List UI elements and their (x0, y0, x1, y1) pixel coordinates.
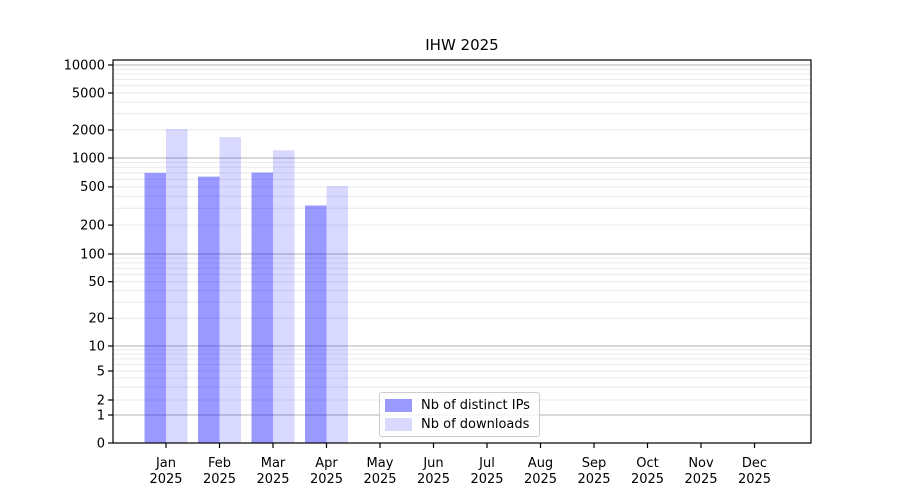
bar-nb-of-distinct-ips-mar (251, 172, 273, 443)
x-tick-label-month: May (367, 456, 394, 471)
bar-nb-of-downloads-apr (326, 186, 348, 444)
x-tick-label-year: 2025 (524, 472, 557, 487)
legend-item: Nb of downloads (385, 416, 530, 432)
x-tick-label-month: Dec (742, 456, 767, 471)
x-tick-label-month: Nov (688, 456, 714, 471)
y-tick-label: 500 (80, 180, 105, 195)
y-tick-label: 20 (88, 312, 105, 327)
x-tick-label-month: Jun (422, 456, 443, 471)
x-tick-label-year: 2025 (203, 472, 236, 487)
y-tick-label: 5000 (72, 86, 105, 101)
y-tick-label: 0 (97, 436, 105, 451)
x-tick-label-month: Oct (636, 456, 658, 471)
x-tick-label-month: Jan (155, 456, 176, 471)
bar-nb-of-downloads-mar (273, 150, 295, 443)
bar-nb-of-distinct-ips-jan (144, 172, 166, 443)
y-tick-label: 2000 (72, 123, 105, 138)
y-tick-label: 2 (97, 393, 105, 408)
x-tick-label-year: 2025 (631, 472, 664, 487)
y-tick-label: 100 (80, 247, 105, 262)
bar-nb-of-downloads-feb (219, 137, 241, 443)
y-tick-label: 10000 (64, 58, 105, 73)
legend: Nb of distinct IPs Nb of downloads (379, 392, 540, 437)
plot-border (112, 59, 812, 444)
legend-label: Nb of downloads (421, 416, 530, 432)
x-tick-label-month: Sep (582, 456, 607, 471)
y-tick-label: 50 (88, 275, 105, 290)
x-tick-label-year: 2025 (417, 472, 450, 487)
x-tick-label-month: Apr (315, 456, 338, 471)
y-tick-label: 200 (80, 218, 105, 233)
legend-swatch-nb-of-downloads (385, 417, 412, 431)
y-tick-label: 10 (88, 339, 105, 354)
y-tick-label: 1000 (72, 151, 105, 166)
x-tick-label-year: 2025 (684, 472, 717, 487)
bar-nb-of-distinct-ips-apr (305, 205, 327, 443)
legend-swatch-nb-of-distinct-ips (385, 398, 412, 412)
bar-nb-of-downloads-jan (166, 129, 188, 443)
y-tick-label: 5 (97, 364, 105, 379)
x-tick-label-month: Feb (208, 456, 231, 471)
chart-title: IHW 2025 (425, 36, 499, 54)
legend-label: Nb of distinct IPs (421, 397, 530, 413)
x-tick-label-month: Mar (261, 456, 286, 471)
y-tick-label: 1 (97, 408, 105, 423)
bar-nb-of-distinct-ips-feb (198, 176, 220, 443)
x-tick-label-year: 2025 (310, 472, 343, 487)
x-tick-label-year: 2025 (256, 472, 289, 487)
x-tick-label-month: Jul (478, 456, 495, 471)
x-tick-label-year: 2025 (149, 472, 182, 487)
x-tick-label-year: 2025 (363, 472, 396, 487)
legend-item: Nb of distinct IPs (385, 397, 530, 413)
x-tick-label-month: Aug (528, 456, 553, 471)
x-tick-label-year: 2025 (470, 472, 503, 487)
x-tick-label-year: 2025 (577, 472, 610, 487)
x-tick-label-year: 2025 (738, 472, 771, 487)
